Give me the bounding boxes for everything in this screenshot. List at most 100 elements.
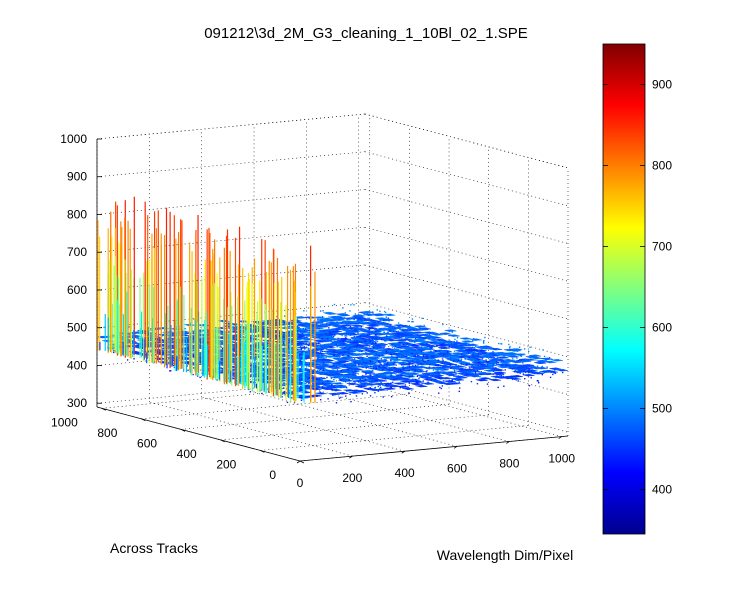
surface-speckle bbox=[414, 354, 416, 356]
surface-speckle bbox=[401, 364, 403, 366]
surface-speckle bbox=[432, 366, 434, 369]
surface-speckle bbox=[536, 380, 539, 382]
surface-speckle bbox=[425, 367, 428, 369]
surface-speckle bbox=[326, 322, 328, 325]
surface-speckle bbox=[376, 324, 378, 327]
surface-patch bbox=[371, 373, 384, 376]
surface-speckle bbox=[418, 336, 421, 339]
surface-speckle bbox=[393, 343, 395, 345]
grid-line bbox=[364, 151, 569, 207]
surface-speckle bbox=[299, 359, 301, 362]
surface-speckle bbox=[178, 349, 180, 351]
surface-speckle bbox=[320, 378, 322, 380]
surface-speckle bbox=[404, 386, 406, 388]
surface-speckle bbox=[504, 359, 506, 362]
surface-patch bbox=[298, 329, 311, 332]
surface-speckle bbox=[498, 353, 501, 355]
tick-label: 500 bbox=[67, 321, 87, 335]
surface-speckle bbox=[385, 384, 387, 386]
surface-speckle bbox=[472, 340, 474, 342]
surface-patch bbox=[479, 377, 491, 380]
surface-speckle bbox=[381, 338, 383, 341]
surface-patch bbox=[426, 352, 439, 356]
surface-speckle bbox=[414, 341, 416, 344]
surface-speckle bbox=[369, 387, 371, 389]
surface-speckle bbox=[370, 370, 372, 372]
surface-speckle bbox=[502, 373, 504, 376]
surface-speckle bbox=[472, 366, 474, 368]
surface-speckle bbox=[443, 353, 445, 356]
surface-speckle bbox=[475, 353, 477, 355]
surface-patch bbox=[328, 392, 341, 396]
surface-speckle bbox=[442, 359, 444, 362]
surface-speckle bbox=[412, 362, 414, 365]
surface-speckle bbox=[370, 381, 372, 383]
surface-speckle bbox=[358, 321, 360, 323]
surface-speckle bbox=[492, 365, 494, 368]
surface-speckle bbox=[300, 366, 303, 368]
surface-speckle bbox=[527, 370, 530, 372]
surface-patch bbox=[440, 377, 453, 380]
surface-speckle bbox=[369, 343, 371, 345]
surface-patch bbox=[432, 367, 445, 371]
surface-speckle bbox=[386, 363, 388, 365]
surface-speckle bbox=[317, 358, 320, 360]
surface-patch bbox=[336, 392, 349, 395]
surface-speckle bbox=[441, 362, 443, 364]
surface-speckle bbox=[517, 368, 520, 371]
surface-speckle bbox=[350, 400, 352, 403]
surface-speckle bbox=[465, 372, 467, 375]
surface-speckle bbox=[300, 375, 302, 377]
surface-speckle bbox=[302, 328, 304, 330]
surface-speckle bbox=[516, 357, 518, 359]
surface-speckle bbox=[442, 323, 444, 326]
surface-speckle bbox=[341, 338, 344, 340]
surface-speckle bbox=[365, 373, 367, 375]
surface-patch bbox=[355, 390, 368, 393]
surface-speckle bbox=[387, 352, 389, 355]
tick-label: 1000 bbox=[60, 132, 87, 146]
surface-patch bbox=[522, 364, 535, 367]
surface-speckle bbox=[368, 352, 371, 355]
surface-patch bbox=[357, 332, 370, 336]
surface-patch bbox=[368, 388, 381, 392]
colorbar-ticks: 400 500 600 700 800 900 bbox=[603, 77, 672, 496]
surface-speckle bbox=[282, 342, 285, 345]
surface-speckle bbox=[364, 340, 367, 342]
surface-speckle bbox=[336, 365, 338, 368]
surface-speckle bbox=[513, 348, 515, 350]
surface-speckle bbox=[473, 364, 475, 366]
surface-speckle bbox=[255, 358, 257, 360]
surface-speckle bbox=[427, 348, 429, 351]
surface-speckle bbox=[138, 329, 140, 332]
surface-patch bbox=[323, 311, 336, 315]
surface-speckle bbox=[181, 361, 184, 364]
surface-patch bbox=[399, 328, 411, 332]
surface-speckle bbox=[390, 330, 393, 333]
grid-line bbox=[364, 189, 569, 244]
surface-speckle bbox=[413, 355, 415, 357]
surface-speckle bbox=[541, 373, 544, 376]
surface-speckle bbox=[402, 367, 405, 370]
surface-speckle bbox=[361, 361, 363, 363]
surface-patch bbox=[321, 387, 334, 391]
surface-speckle bbox=[453, 375, 455, 377]
surface-speckle bbox=[353, 316, 356, 318]
surface-speckle bbox=[360, 386, 363, 388]
surface-speckle bbox=[497, 353, 499, 356]
surface-speckle bbox=[416, 381, 418, 383]
surface-speckle bbox=[536, 365, 539, 367]
surface-speckle bbox=[398, 337, 400, 340]
surface-speckle bbox=[481, 360, 483, 362]
surface-speckle bbox=[239, 350, 242, 353]
surface-speckle bbox=[156, 356, 158, 358]
surface-speckle bbox=[399, 331, 401, 333]
surface-speckle bbox=[281, 320, 284, 322]
surface-speckle bbox=[318, 327, 320, 329]
surface-speckle bbox=[537, 382, 540, 384]
tick-label: 0 bbox=[269, 468, 276, 482]
surface-speckle bbox=[314, 386, 317, 389]
surface-speckle bbox=[287, 367, 289, 369]
surface-speckle bbox=[342, 307, 344, 309]
surface-speckle bbox=[486, 383, 489, 385]
